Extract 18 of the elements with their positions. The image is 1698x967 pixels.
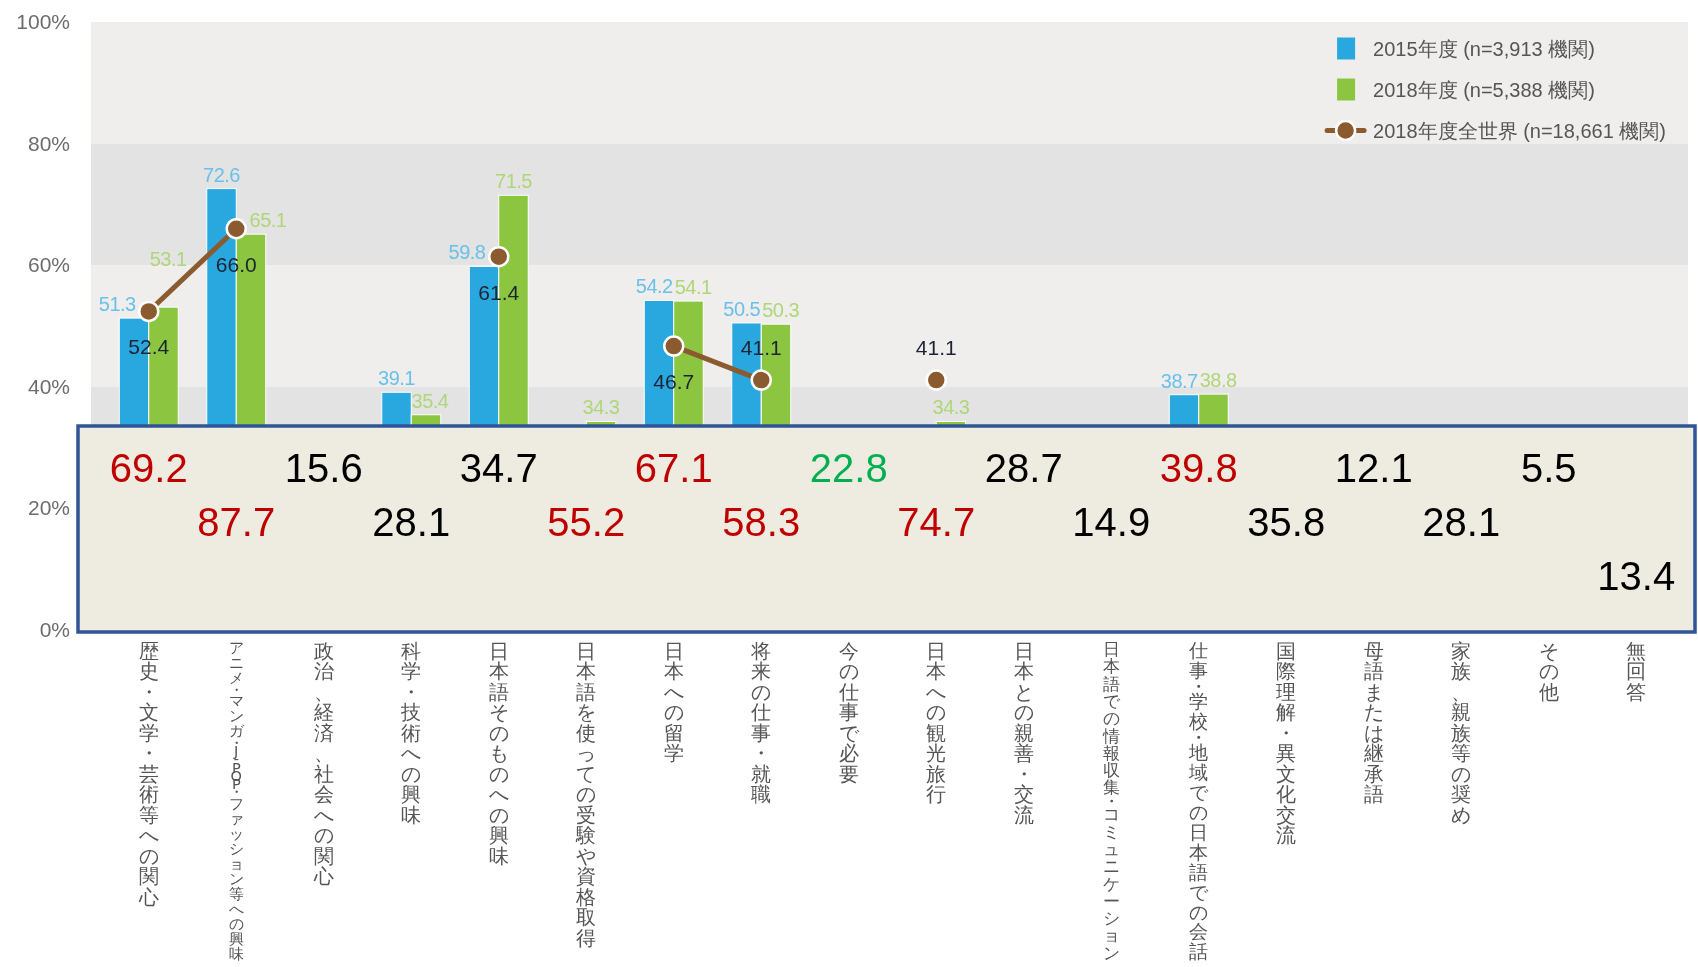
annotation: 5.5: [1520, 446, 1577, 490]
annotation: 67.1: [634, 446, 713, 490]
annotation: 28.7: [984, 446, 1063, 490]
annotation: 22.8: [809, 446, 888, 490]
annotation: 55.2: [547, 500, 626, 544]
annotation: 69.2: [109, 446, 188, 490]
annotation: 35.8: [1247, 500, 1326, 544]
annotation: 58.3: [722, 500, 801, 544]
annotation: 15.6: [284, 446, 363, 490]
annotation: 34.7: [459, 446, 538, 490]
annotation: 87.7: [197, 500, 276, 544]
annotation: 12.1: [1334, 446, 1413, 490]
annotation: 28.1: [372, 500, 451, 544]
annotation: 74.7: [897, 500, 976, 544]
annotation: 13.4: [1597, 554, 1676, 598]
annotation: 14.9: [1072, 500, 1151, 544]
annotation: 28.1: [1422, 500, 1501, 544]
annotation: 39.8: [1159, 446, 1238, 490]
